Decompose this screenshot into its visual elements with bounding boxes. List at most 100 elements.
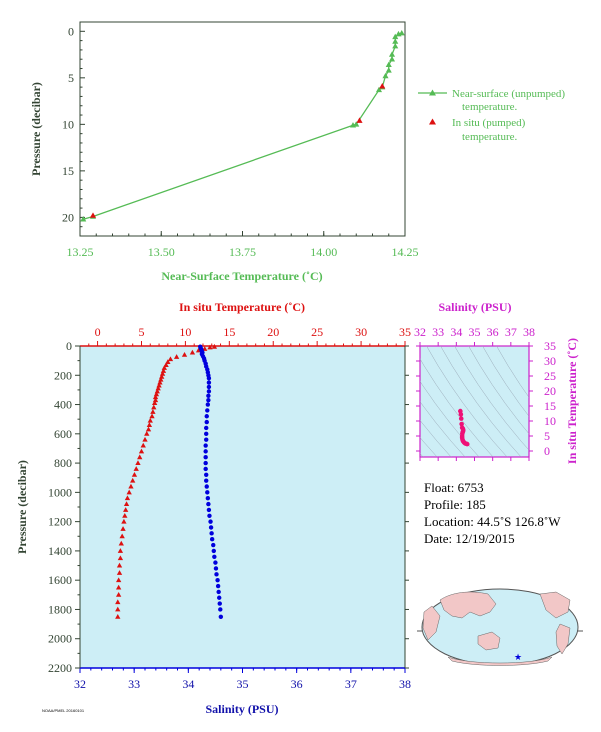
- ts-density-contour: [420, 358, 494, 457]
- ts-density-contour: [426, 346, 508, 457]
- near-surface-point: [385, 67, 392, 73]
- ts-y-tick-label: 0: [544, 444, 550, 458]
- profile-y-tick-label: 1400: [48, 544, 72, 558]
- ts-y-tick-label: 20: [544, 384, 556, 398]
- temperature-point: [207, 344, 213, 350]
- ts-x-axis-label: Salinity (PSU): [438, 300, 511, 314]
- profile-plot-background: [80, 346, 405, 668]
- ts-y-axis-label: In situ Temperature (˚C): [565, 338, 579, 464]
- salinity-point: [205, 408, 210, 413]
- near-surface-point: [388, 56, 396, 62]
- world-map: ★: [417, 588, 583, 666]
- in-situ-point: [379, 83, 386, 89]
- near-surface-point: [392, 42, 399, 49]
- ts-y-tick-label: 35: [544, 339, 556, 353]
- float-location-star: ★: [514, 652, 522, 662]
- salinity-point: [204, 478, 209, 483]
- temperature-point: [115, 613, 121, 619]
- temperature-point: [156, 382, 162, 388]
- ts-y-tick-label: 30: [544, 354, 556, 368]
- ts-density-contour: [454, 346, 529, 451]
- salinity-point: [208, 525, 214, 530]
- salinity-point: [203, 455, 208, 460]
- salinity-point: [209, 537, 215, 542]
- temperature-point: [163, 362, 169, 367]
- map-land-asia: [439, 591, 497, 619]
- salinity-point: [206, 507, 212, 513]
- salinity-point: [215, 577, 220, 583]
- salinity-point: [204, 472, 209, 477]
- ts-density-contour: [420, 380, 480, 457]
- near-surface-x-axis-label: Near-Surface Temperature (˚C): [161, 269, 322, 283]
- temperature-point: [115, 606, 121, 612]
- legend-label-in-situ-1: In situ (pumped): [452, 117, 526, 129]
- temperature-point: [161, 365, 167, 370]
- profile-top-tick-label: 30: [355, 325, 367, 339]
- temperature-point: [160, 368, 167, 373]
- map-land-australia: [477, 631, 501, 651]
- profile-top-tick-label: 20: [267, 325, 279, 339]
- salinity-point: [205, 402, 211, 407]
- profile-top-tick-label: 15: [223, 325, 235, 339]
- temperature-point: [167, 356, 174, 362]
- near-surface-x-tick-label: 13.75: [229, 245, 256, 259]
- profile-bottom-tick-label: 34: [182, 677, 194, 691]
- ts-point: [464, 441, 470, 447]
- legend-marker-near-surface: [429, 89, 436, 96]
- temperature-point: [149, 413, 155, 419]
- legend-label-near-surface-1: Near-surface (unpumped): [452, 88, 565, 100]
- ts-y-tick-label: 15: [544, 399, 556, 413]
- near-surface-y-tick-label: 10: [62, 117, 74, 131]
- salinity-point: [208, 519, 213, 524]
- temperature-point: [189, 349, 196, 355]
- temperature-point: [115, 599, 121, 605]
- salinity-point: [212, 554, 217, 559]
- profile-y-tick-label: 600: [54, 427, 72, 441]
- ts-x-tick-label: 34: [450, 325, 462, 339]
- in-situ-point: [356, 117, 363, 123]
- temperature-point: [145, 426, 152, 432]
- near-surface-y-tick-label: 0: [68, 24, 74, 38]
- map-land-north-america: [539, 591, 571, 619]
- ts-x-tick-label: 33: [432, 325, 444, 339]
- temperature-point: [123, 507, 129, 512]
- temperature-point: [117, 555, 124, 561]
- temperature-point: [159, 371, 166, 376]
- profile-y-tick-label: 2200: [48, 661, 72, 675]
- temperature-point: [124, 495, 131, 501]
- near-surface-point: [353, 121, 360, 127]
- profile-y-tick-label: 1200: [48, 515, 72, 529]
- near-surface-plot-frame: [79, 21, 406, 237]
- profile-top-tick-label: 35: [399, 325, 411, 339]
- near-surface-chart: 13.25 13.50 13.75 14.00 14.25 0 5 10 15 20 Near-…: [29, 21, 565, 283]
- ts-y-tick-label: 25: [544, 369, 556, 383]
- profile-y-tick-label: 1600: [48, 573, 72, 587]
- profile-bottom-tick-label: 38: [399, 677, 411, 691]
- near-surface-y-tick-label: 15: [62, 164, 74, 178]
- salinity-point: [203, 449, 208, 454]
- salinity-point: [204, 414, 209, 419]
- float-info: Float: 6753 Profile: 185 Location: 44.5˚…: [424, 479, 560, 547]
- profile-y-tick-label: 1800: [48, 602, 72, 616]
- temperature-point: [152, 394, 159, 400]
- temperature-point: [142, 436, 148, 442]
- temperature-point: [157, 379, 163, 385]
- near-surface-x-tick-label: 14.25: [392, 245, 419, 259]
- profile-y-tick-label: 400: [54, 398, 72, 412]
- profile-y-tick-label: 200: [54, 368, 72, 382]
- in-situ-point: [89, 212, 97, 218]
- salinity-point: [207, 513, 212, 518]
- ts-density-contour: [482, 346, 529, 417]
- salinity-point: [206, 384, 212, 390]
- temperature-point: [173, 354, 180, 359]
- near-surface-point: [398, 29, 405, 36]
- ts-point: [458, 412, 464, 417]
- salinity-point: [216, 589, 221, 595]
- temperature-point: [118, 540, 124, 546]
- temperature-point: [130, 477, 136, 483]
- legend-marker-in-situ: [429, 118, 436, 125]
- salinity-point: [217, 601, 222, 606]
- temperature-point: [133, 466, 139, 471]
- salinity-point: [215, 583, 221, 589]
